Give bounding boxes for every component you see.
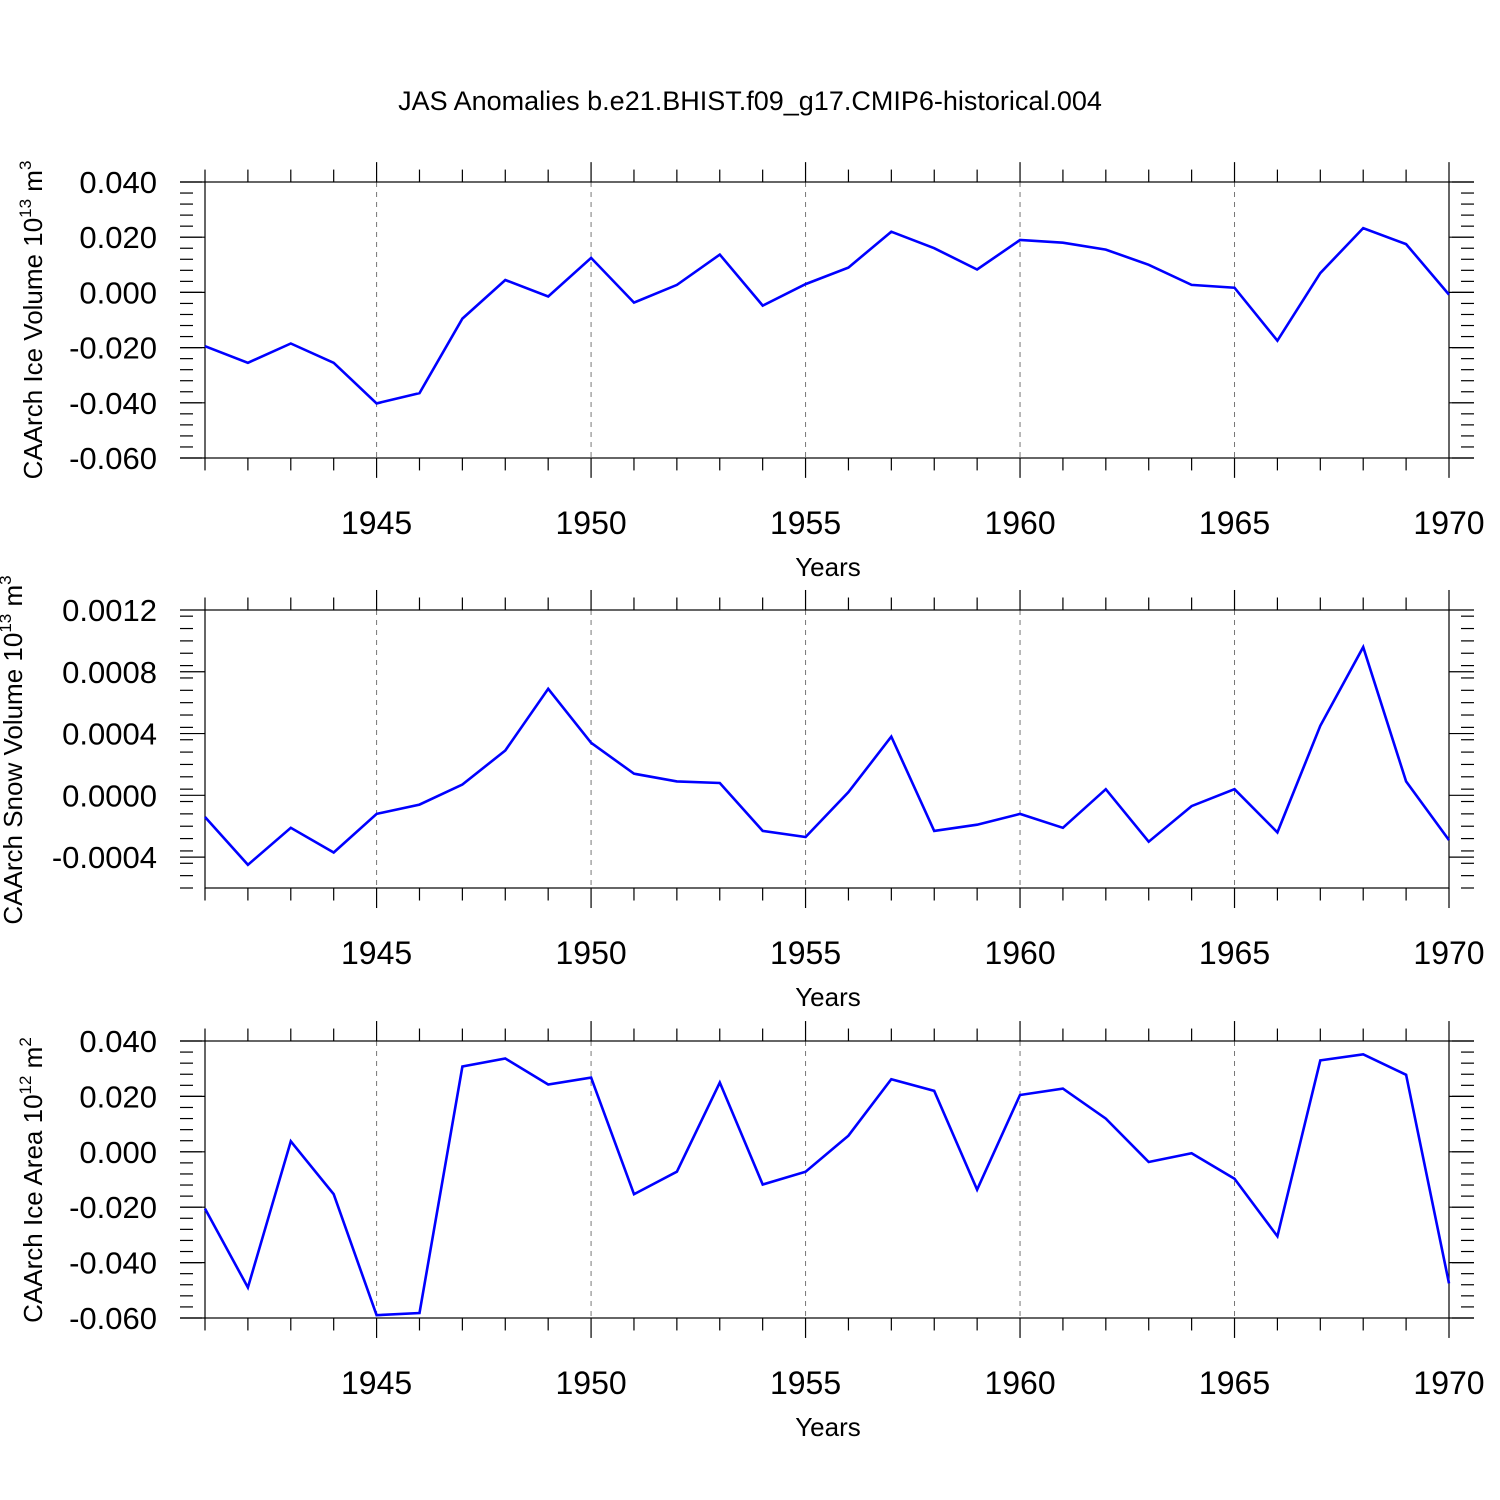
- y-tick-label: -0.020: [69, 331, 157, 366]
- panel-3: 1945 1950 1955 1960 1965 1970 Years 0.040 0.020 0…: [16, 1021, 1485, 1442]
- y-tick-label: -0.060: [69, 441, 157, 476]
- plot-frame: [204, 609, 1450, 889]
- y-axis-label-exponent: 12: [16, 1076, 35, 1095]
- x-tick-label: 1950: [555, 1365, 626, 1401]
- y-axis-label-text: CAArch Ice Area 10: [18, 1094, 48, 1322]
- y-axis-label: CAArch Snow Volume 1013 m3: [0, 575, 28, 924]
- y-tick-label: -0.0004: [52, 840, 157, 875]
- x-tick-label: 1960: [984, 935, 1055, 971]
- series-line: [204, 643, 1451, 867]
- y-tick-label: 0.040: [79, 165, 157, 200]
- x-tick-label: 1945: [341, 1365, 412, 1401]
- y-axis-label-text: CAArch Snow Volume 10: [0, 633, 28, 925]
- x-tick-label: 1950: [555, 935, 626, 971]
- x-tick-label: 1955: [770, 1365, 841, 1401]
- chart-title: JAS Anomalies b.e21.BHIST.f09_g17.CMIP6-…: [398, 86, 1102, 116]
- y-tick-label: 0.0012: [62, 593, 157, 628]
- y-tick-label: 0.0004: [62, 717, 157, 752]
- y-tick-label: 0.000: [79, 275, 157, 310]
- x-tick-label: 1960: [984, 1365, 1055, 1401]
- x-tick-label: 1955: [770, 505, 841, 541]
- y-axis-label: CAArch Ice Area 1012 m2: [16, 1037, 48, 1323]
- series-line: [204, 226, 1450, 405]
- x-tick-label: 1960: [984, 505, 1055, 541]
- y-tick-label: 0.0000: [62, 778, 157, 813]
- y-axis-label-unit-exponent: 3: [16, 161, 35, 170]
- y-tick-label: 0.040: [79, 1024, 157, 1059]
- plot-frame: [204, 181, 1450, 459]
- x-tick-label: 1950: [555, 505, 626, 541]
- series-line: [203, 1052, 1451, 1317]
- x-tick-label: 1965: [1199, 505, 1270, 541]
- y-tick-label: 0.020: [79, 1079, 157, 1114]
- x-tick-label: 1965: [1199, 935, 1270, 971]
- y-tick-label: -0.020: [69, 1190, 157, 1225]
- y-axis-label-unit-exponent: 3: [0, 575, 15, 584]
- x-tick-label: 1970: [1413, 505, 1484, 541]
- y-axis-label-exponent: 13: [16, 199, 35, 218]
- y-tick-label: 0.0008: [62, 655, 157, 690]
- x-axis-label: Years: [795, 982, 861, 1012]
- x-tick-label: 1955: [770, 935, 841, 971]
- panel-1: 1945 1950 1955 1960 1965 1970 Years 0.040 0.020 0…: [16, 161, 1485, 582]
- x-tick-label: 1970: [1413, 1365, 1484, 1401]
- y-axis-label-unit: m: [0, 585, 28, 614]
- plot-frame: [204, 1040, 1450, 1319]
- x-tick-label: 1965: [1199, 1365, 1270, 1401]
- y-axis-label-unit-exponent: 2: [16, 1037, 35, 1046]
- x-tick-label: 1945: [341, 505, 412, 541]
- y-axis-label-unit: m: [18, 1047, 48, 1076]
- y-axis-label-text: CAArch Ice Volume 10: [18, 218, 48, 480]
- y-axis-label-unit: m: [18, 170, 48, 199]
- x-axis-label: Years: [795, 552, 861, 582]
- y-axis-label: CAArch Ice Volume 1013 m3: [16, 161, 48, 480]
- x-tick-label: 1945: [341, 935, 412, 971]
- y-axis-label-exponent: 13: [0, 614, 15, 633]
- y-tick-label: 0.000: [79, 1135, 157, 1170]
- y-tick-label: -0.040: [69, 386, 157, 421]
- y-tick-label: -0.060: [69, 1301, 157, 1336]
- y-tick-label: 0.020: [79, 220, 157, 255]
- y-tick-label: -0.040: [69, 1246, 157, 1281]
- x-axis-label: Years: [795, 1412, 861, 1442]
- x-tick-label: 1970: [1413, 935, 1484, 971]
- panel-2: 1945 1950 1955 1960 1965 1970 Years 0.0012 0.000…: [0, 575, 1485, 1012]
